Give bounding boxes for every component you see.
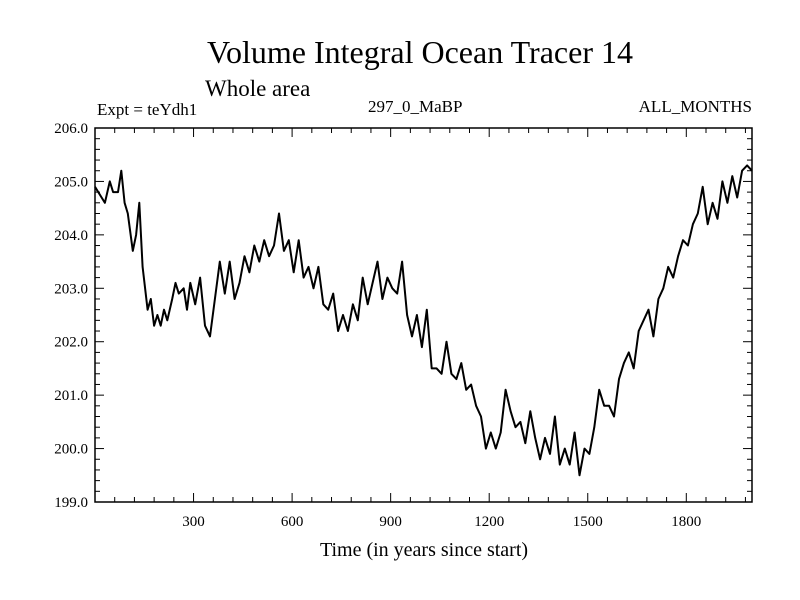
y-tick-label: 205.0 [54, 174, 88, 190]
y-tick-label: 199.0 [54, 495, 88, 511]
expt-label: Expt = teYdh1 [97, 100, 197, 119]
x-tick-label: 1200 [474, 514, 504, 530]
chart-subtitle: Whole area [205, 76, 310, 101]
x-tick-label: 300 [182, 514, 205, 530]
x-tick-label: 900 [379, 514, 402, 530]
series-line [94, 164, 753, 477]
period-label: 297_0_MaBP [368, 97, 462, 116]
months-label: ALL_MONTHS [639, 97, 752, 116]
y-tick-label: 206.0 [54, 121, 88, 137]
x-tick-label: 1500 [573, 514, 603, 530]
x-tick-label: 1800 [671, 514, 701, 530]
plot-frame [94, 127, 753, 503]
y-tick-label: 201.0 [54, 388, 88, 404]
axis-ticks: 300 600 900 1200 1500 1800 199.0 200.0 201.0 202.… [54, 121, 752, 530]
chart-title: Volume Integral Ocean Tracer 14 [207, 34, 633, 70]
y-tick-label: 202.0 [54, 335, 88, 351]
y-tick-label: 203.0 [54, 281, 88, 297]
x-axis-label: Time (in years since start) [320, 539, 528, 561]
y-tick-label: 204.0 [54, 228, 88, 244]
y-tick-label: 200.0 [54, 442, 88, 458]
x-tick-label: 600 [281, 514, 304, 530]
data-series [94, 164, 753, 477]
